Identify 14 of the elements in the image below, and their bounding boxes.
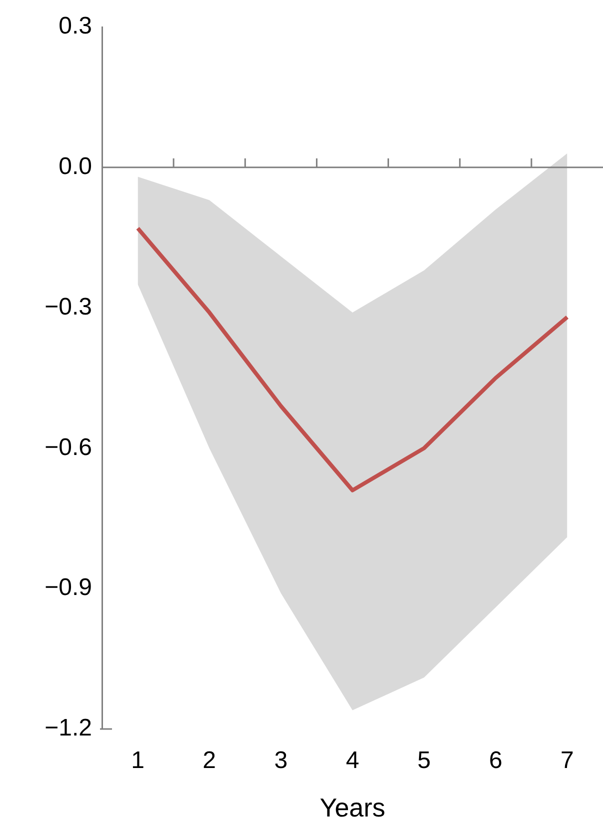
y-tick-label: 0.0 [58, 153, 92, 180]
x-tick-label: 7 [560, 747, 574, 774]
x-tick-label: 6 [488, 747, 502, 774]
x-tick-label: 3 [274, 747, 288, 774]
y-tick-label: −1.2 [44, 714, 92, 742]
x-tick-label: 5 [417, 747, 431, 774]
y-tick-label: −0.3 [44, 293, 92, 320]
y-tick-label: −0.9 [44, 574, 92, 602]
x-tick-label: 1 [131, 747, 144, 774]
x-tick-label: 4 [346, 747, 360, 774]
x-tick-label: 2 [202, 747, 216, 774]
x-axis-title: Years [320, 792, 386, 823]
y-tick-label: −0.6 [44, 434, 92, 461]
y-tick-label: 0.3 [58, 12, 92, 40]
